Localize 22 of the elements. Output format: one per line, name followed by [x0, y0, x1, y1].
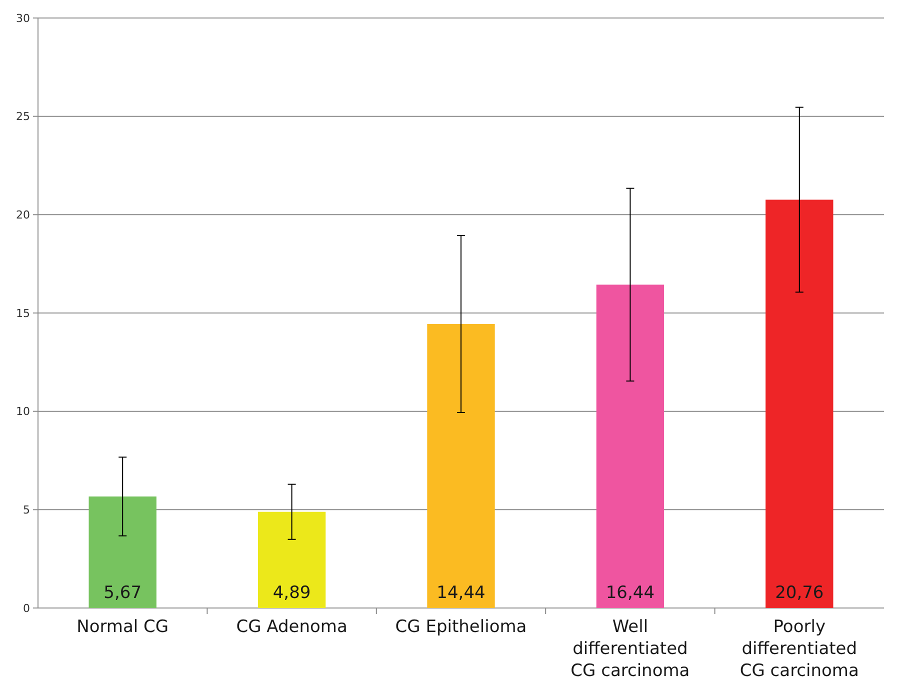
bar	[596, 284, 664, 608]
data-label: 20,76	[775, 583, 824, 603]
bar	[88, 496, 156, 608]
data-label: 5,67	[104, 583, 142, 603]
x-tick-label: Well differentiated CG carcinoma	[570, 617, 690, 681]
x-tick-label: CG Epithelioma	[395, 617, 527, 637]
data-label: 16,44	[606, 583, 655, 603]
bar	[258, 512, 326, 608]
bar	[427, 324, 495, 608]
y-tick-label: 30	[16, 12, 30, 25]
y-tick-label: 25	[16, 110, 30, 124]
x-tick-label: Normal CG	[76, 617, 169, 637]
data-label: 4,89	[272, 583, 311, 603]
y-tick-label: 15	[16, 306, 30, 320]
x-tick-label: CG Adenoma	[236, 617, 348, 637]
y-tick-label: 0	[23, 602, 30, 615]
x-tick-label: Poorly differentiated CG carcinoma	[740, 617, 859, 681]
y-tick-label: 10	[16, 405, 30, 418]
y-tick-label: 20	[16, 208, 30, 222]
bar	[766, 200, 834, 608]
y-tick-label: 5	[23, 504, 30, 517]
data-label: 14,44	[436, 583, 486, 603]
